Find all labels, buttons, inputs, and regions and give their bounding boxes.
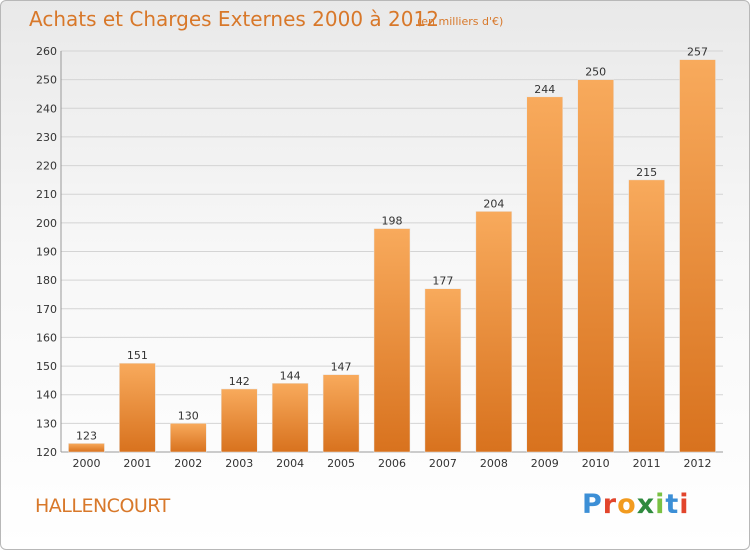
data-label: 177 [432,275,453,288]
chart-unit: (en milliers d'€) [417,15,504,28]
x-tick-label: 2009 [531,457,559,470]
x-tick-label: 2002 [174,457,202,470]
bar [271,383,309,453]
bar [322,374,360,453]
x-tick-label: 2010 [582,457,610,470]
x-tick-labels: 2000 2001 2002 2003 2004 2005 2006 2007 2008 2009… [72,457,711,470]
x-tick-label: 2007 [429,457,457,470]
data-label: 123 [76,429,97,442]
x-tick-label: 2004 [276,457,304,470]
y-tick-labels: 120 130 140 150 160 170 180 190 200 210 220 230 240 2… [36,45,57,459]
x-tick-label: 2000 [72,457,100,470]
data-label: 250 [585,66,606,79]
bar [68,443,105,453]
bar [220,388,258,453]
data-label: 144 [280,369,301,382]
y-tick-label: 200 [36,217,57,230]
commune-name: HALLENCOURT [35,495,170,517]
bar [526,96,564,453]
y-tick-label: 120 [36,446,57,459]
y-tick-label: 140 [36,389,57,402]
y-tick-label: 210 [36,188,57,201]
y-tick-label: 190 [36,246,57,259]
y-tick-label: 220 [36,160,57,173]
data-label: 198 [382,215,403,228]
x-tick-label: 2008 [480,457,508,470]
x-tick-label: 2012 [684,457,712,470]
y-tick-label: 170 [36,303,57,316]
data-label: 151 [127,349,148,362]
data-label: 215 [636,166,657,179]
x-tick-label: 2003 [225,457,253,470]
data-label: 257 [687,46,708,59]
data-label: 147 [331,361,352,374]
y-tick-label: 180 [36,274,57,287]
bar-chart: 120 130 140 150 160 170 180 190 200 210 220 230 240 2… [36,45,723,470]
bar [373,228,411,453]
bar [628,179,665,453]
x-tick-label: 2006 [378,457,406,470]
bar [475,211,513,453]
data-label: 244 [534,83,555,96]
y-tick-label: 160 [36,331,57,344]
y-tick-label: 230 [36,131,57,144]
y-tick-label: 250 [36,74,57,87]
y-tick-label: 240 [36,102,57,115]
y-tick-label: 150 [36,360,57,373]
bars: 123 151 130 142 144 147 198 177 204 244 250 215 257 [68,46,716,453]
x-tick-label: 2011 [633,457,661,470]
x-tick-label: 2005 [327,457,355,470]
bar [170,423,207,453]
chart-title: Achats et Charges Externes 2000 à 2012 [29,7,439,31]
x-tick-label: 2001 [123,457,151,470]
data-label: 130 [178,409,199,422]
bar [119,362,156,453]
y-tick-label: 260 [36,45,57,58]
y-tick-label: 130 [36,417,57,430]
bar [679,59,716,453]
data-label: 142 [229,375,250,388]
data-label: 204 [483,197,504,210]
bar [577,79,614,453]
bar [424,288,462,453]
proxiti-logo: Proxiti [582,489,690,520]
